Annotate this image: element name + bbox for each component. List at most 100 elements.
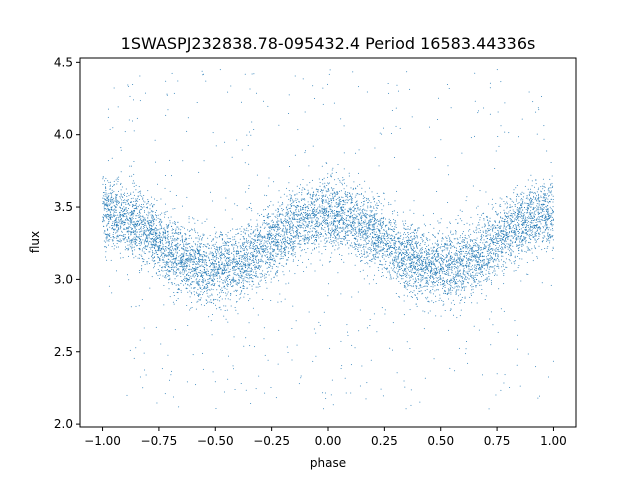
data-point	[280, 234, 282, 236]
data-point	[535, 183, 537, 185]
data-point	[452, 233, 454, 235]
data-point	[264, 262, 266, 264]
data-point	[503, 283, 505, 285]
data-point	[335, 226, 337, 228]
data-point	[107, 235, 109, 237]
data-point	[530, 216, 532, 218]
data-point	[450, 291, 452, 293]
data-point	[142, 239, 144, 241]
data-point	[453, 273, 455, 275]
data-point	[335, 217, 337, 219]
data-point	[202, 352, 204, 354]
data-point	[545, 251, 547, 253]
data-point	[161, 252, 163, 254]
data-point	[174, 240, 176, 242]
data-point	[263, 327, 265, 329]
data-point	[206, 268, 208, 270]
data-point	[179, 272, 181, 274]
data-point	[265, 263, 267, 265]
data-point	[520, 228, 522, 230]
data-point	[504, 203, 506, 205]
data-point	[214, 275, 216, 277]
data-point	[253, 249, 255, 251]
data-point	[295, 214, 297, 216]
data-point	[348, 240, 350, 241]
data-point	[279, 258, 281, 260]
data-point	[214, 381, 216, 383]
data-point	[373, 216, 375, 218]
data-point	[466, 238, 468, 240]
data-point	[544, 197, 546, 199]
data-point	[312, 209, 314, 211]
data-point	[503, 274, 505, 276]
data-point	[538, 226, 540, 227]
data-point	[141, 248, 143, 250]
data-point	[201, 264, 203, 266]
data-point	[105, 188, 107, 190]
data-point	[139, 244, 141, 246]
data-point	[190, 275, 192, 277]
data-point	[550, 192, 552, 194]
data-point	[331, 172, 333, 174]
data-point	[219, 69, 221, 71]
data-point	[382, 255, 384, 256]
data-point	[420, 252, 422, 254]
data-point	[533, 224, 535, 226]
data-point	[269, 205, 271, 207]
data-point	[102, 218, 104, 220]
data-point	[365, 223, 367, 225]
data-point	[139, 236, 141, 238]
data-point	[476, 250, 478, 252]
data-point	[366, 213, 368, 215]
data-point	[216, 277, 218, 279]
data-point	[173, 267, 175, 269]
data-point	[144, 225, 146, 227]
data-point	[438, 299, 440, 301]
data-point	[149, 212, 151, 214]
data-point	[499, 204, 501, 206]
data-point	[354, 264, 356, 266]
data-point	[267, 258, 269, 260]
data-point	[411, 296, 413, 298]
data-point	[219, 255, 221, 257]
data-point	[141, 195, 143, 197]
data-point	[512, 237, 514, 239]
data-point	[143, 230, 145, 232]
data-point	[227, 265, 229, 267]
data-point	[129, 212, 131, 214]
data-point	[388, 222, 390, 224]
data-point	[498, 267, 500, 269]
data-point	[143, 259, 145, 261]
data-point	[524, 240, 526, 242]
data-point	[484, 225, 486, 227]
data-point	[538, 209, 540, 211]
data-point	[155, 237, 157, 239]
data-point	[219, 235, 221, 237]
data-point	[523, 218, 525, 220]
data-point	[538, 201, 540, 203]
data-point	[292, 225, 294, 227]
data-point	[285, 219, 287, 221]
data-point	[236, 228, 238, 230]
data-point	[112, 243, 114, 245]
data-point	[201, 275, 203, 277]
data-point	[475, 275, 477, 277]
data-point	[262, 245, 264, 247]
data-point	[330, 204, 332, 206]
data-point	[458, 289, 460, 291]
data-point	[537, 218, 539, 220]
data-point	[270, 242, 272, 244]
data-point	[175, 249, 177, 251]
data-point	[352, 221, 354, 223]
data-point	[184, 277, 186, 279]
data-point	[459, 262, 461, 264]
data-point	[166, 237, 168, 239]
data-point	[359, 237, 361, 239]
data-point	[235, 229, 237, 231]
data-point	[300, 250, 302, 252]
data-point	[291, 229, 293, 231]
data-point	[246, 241, 248, 243]
data-point	[248, 188, 250, 190]
data-point	[324, 230, 326, 232]
data-point	[124, 249, 126, 251]
